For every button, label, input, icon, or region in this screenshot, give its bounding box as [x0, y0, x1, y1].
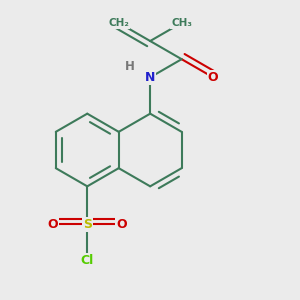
Text: N: N: [145, 71, 155, 84]
Text: O: O: [116, 218, 127, 231]
Text: CH₂: CH₂: [108, 18, 129, 28]
Text: CH₃: CH₃: [171, 18, 192, 28]
Text: S: S: [83, 218, 92, 231]
Text: Cl: Cl: [81, 254, 94, 267]
Text: O: O: [47, 218, 58, 231]
Text: H: H: [125, 60, 135, 73]
Text: O: O: [208, 71, 218, 84]
